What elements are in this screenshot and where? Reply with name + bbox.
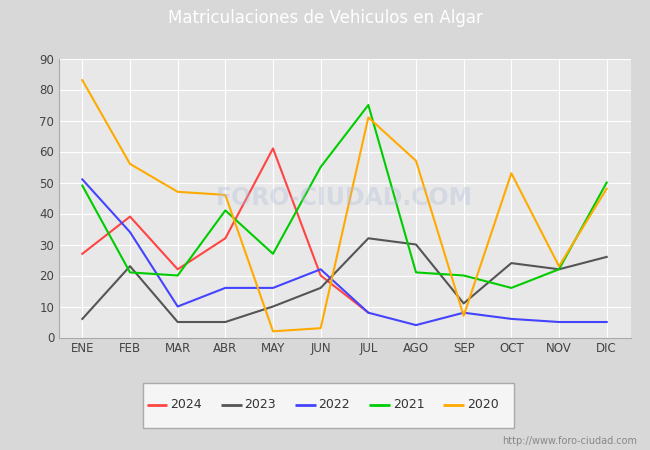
FancyBboxPatch shape	[143, 382, 514, 428]
Text: Matriculaciones de Vehiculos en Algar: Matriculaciones de Vehiculos en Algar	[168, 9, 482, 27]
Text: FORO-CIUDAD.COM: FORO-CIUDAD.COM	[216, 186, 473, 210]
Text: 2023: 2023	[244, 399, 276, 411]
Text: http://www.foro-ciudad.com: http://www.foro-ciudad.com	[502, 436, 637, 446]
Text: 2024: 2024	[170, 399, 202, 411]
Text: 2021: 2021	[393, 399, 424, 411]
Text: 2020: 2020	[467, 399, 499, 411]
Text: 2022: 2022	[318, 399, 350, 411]
